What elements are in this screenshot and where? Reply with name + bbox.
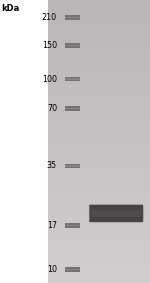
Text: 35: 35: [47, 162, 57, 170]
Bar: [65, 15, 80, 20]
Bar: [65, 17, 80, 18]
Text: kDa: kDa: [2, 4, 20, 13]
Text: 100: 100: [42, 75, 57, 83]
Bar: [65, 43, 80, 48]
Text: 150: 150: [42, 41, 57, 50]
Bar: [65, 45, 80, 46]
FancyBboxPatch shape: [89, 205, 143, 222]
Bar: [65, 108, 80, 109]
Bar: [65, 164, 80, 168]
Text: 210: 210: [42, 13, 57, 22]
FancyBboxPatch shape: [91, 210, 141, 217]
Text: 17: 17: [47, 221, 57, 230]
Bar: [65, 78, 80, 80]
Text: 10: 10: [47, 265, 57, 274]
Bar: [65, 165, 80, 167]
Bar: [65, 224, 80, 228]
Bar: [65, 77, 80, 81]
Bar: [65, 106, 80, 111]
Text: 70: 70: [47, 104, 57, 113]
Bar: [65, 267, 80, 272]
Bar: [65, 225, 80, 226]
Bar: [65, 269, 80, 270]
